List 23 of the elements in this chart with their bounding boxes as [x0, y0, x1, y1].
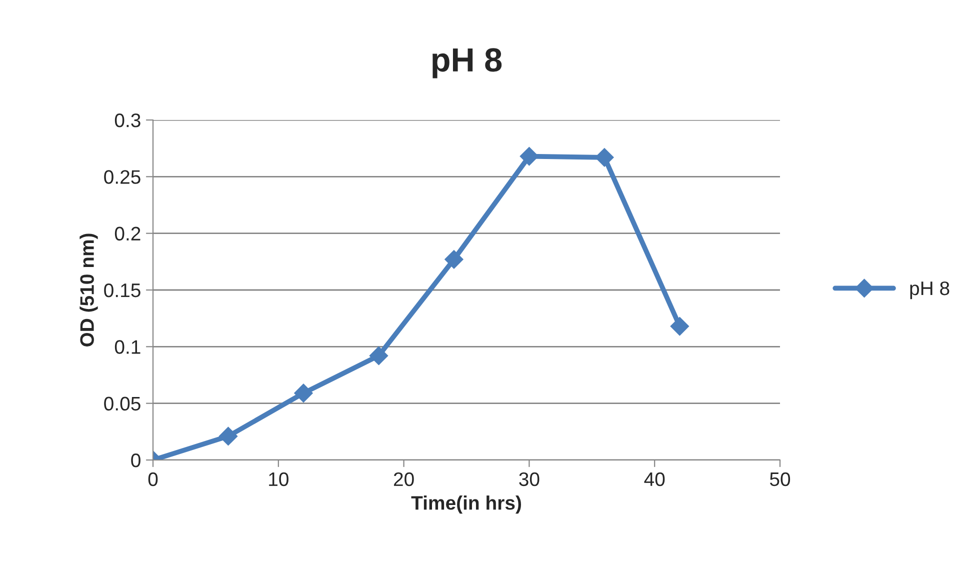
y-tick-label: 0.05 [104, 396, 140, 411]
point [595, 148, 614, 167]
x-tick-label: 50 [770, 472, 790, 486]
x-tick-label: 40 [644, 472, 665, 486]
point [369, 346, 388, 366]
y-tick-label: 0.1 [114, 340, 140, 354]
point [218, 426, 238, 446]
x-tick-label: 0 [148, 472, 158, 486]
x-tick-label: 30 [519, 472, 540, 486]
point [670, 316, 690, 336]
x-tick-label: 20 [394, 472, 414, 486]
x-tick-label: 10 [269, 472, 288, 486]
y-tick-label: 0 [131, 453, 140, 468]
y-tick-label: 0.25 [104, 170, 140, 184]
y-tick-label: 0.2 [114, 226, 140, 241]
y-tick-label: 0.3 [114, 113, 140, 128]
point [294, 384, 313, 402]
y-tick-label: 0.15 [104, 283, 140, 298]
y-axis-title: OD (510 nm) [80, 234, 98, 346]
chart-title: pH 8 [432, 48, 502, 78]
point [444, 250, 464, 269]
x-axis-title: Time(in hrs) [411, 495, 522, 514]
legend-label: pH 8 [910, 281, 950, 300]
